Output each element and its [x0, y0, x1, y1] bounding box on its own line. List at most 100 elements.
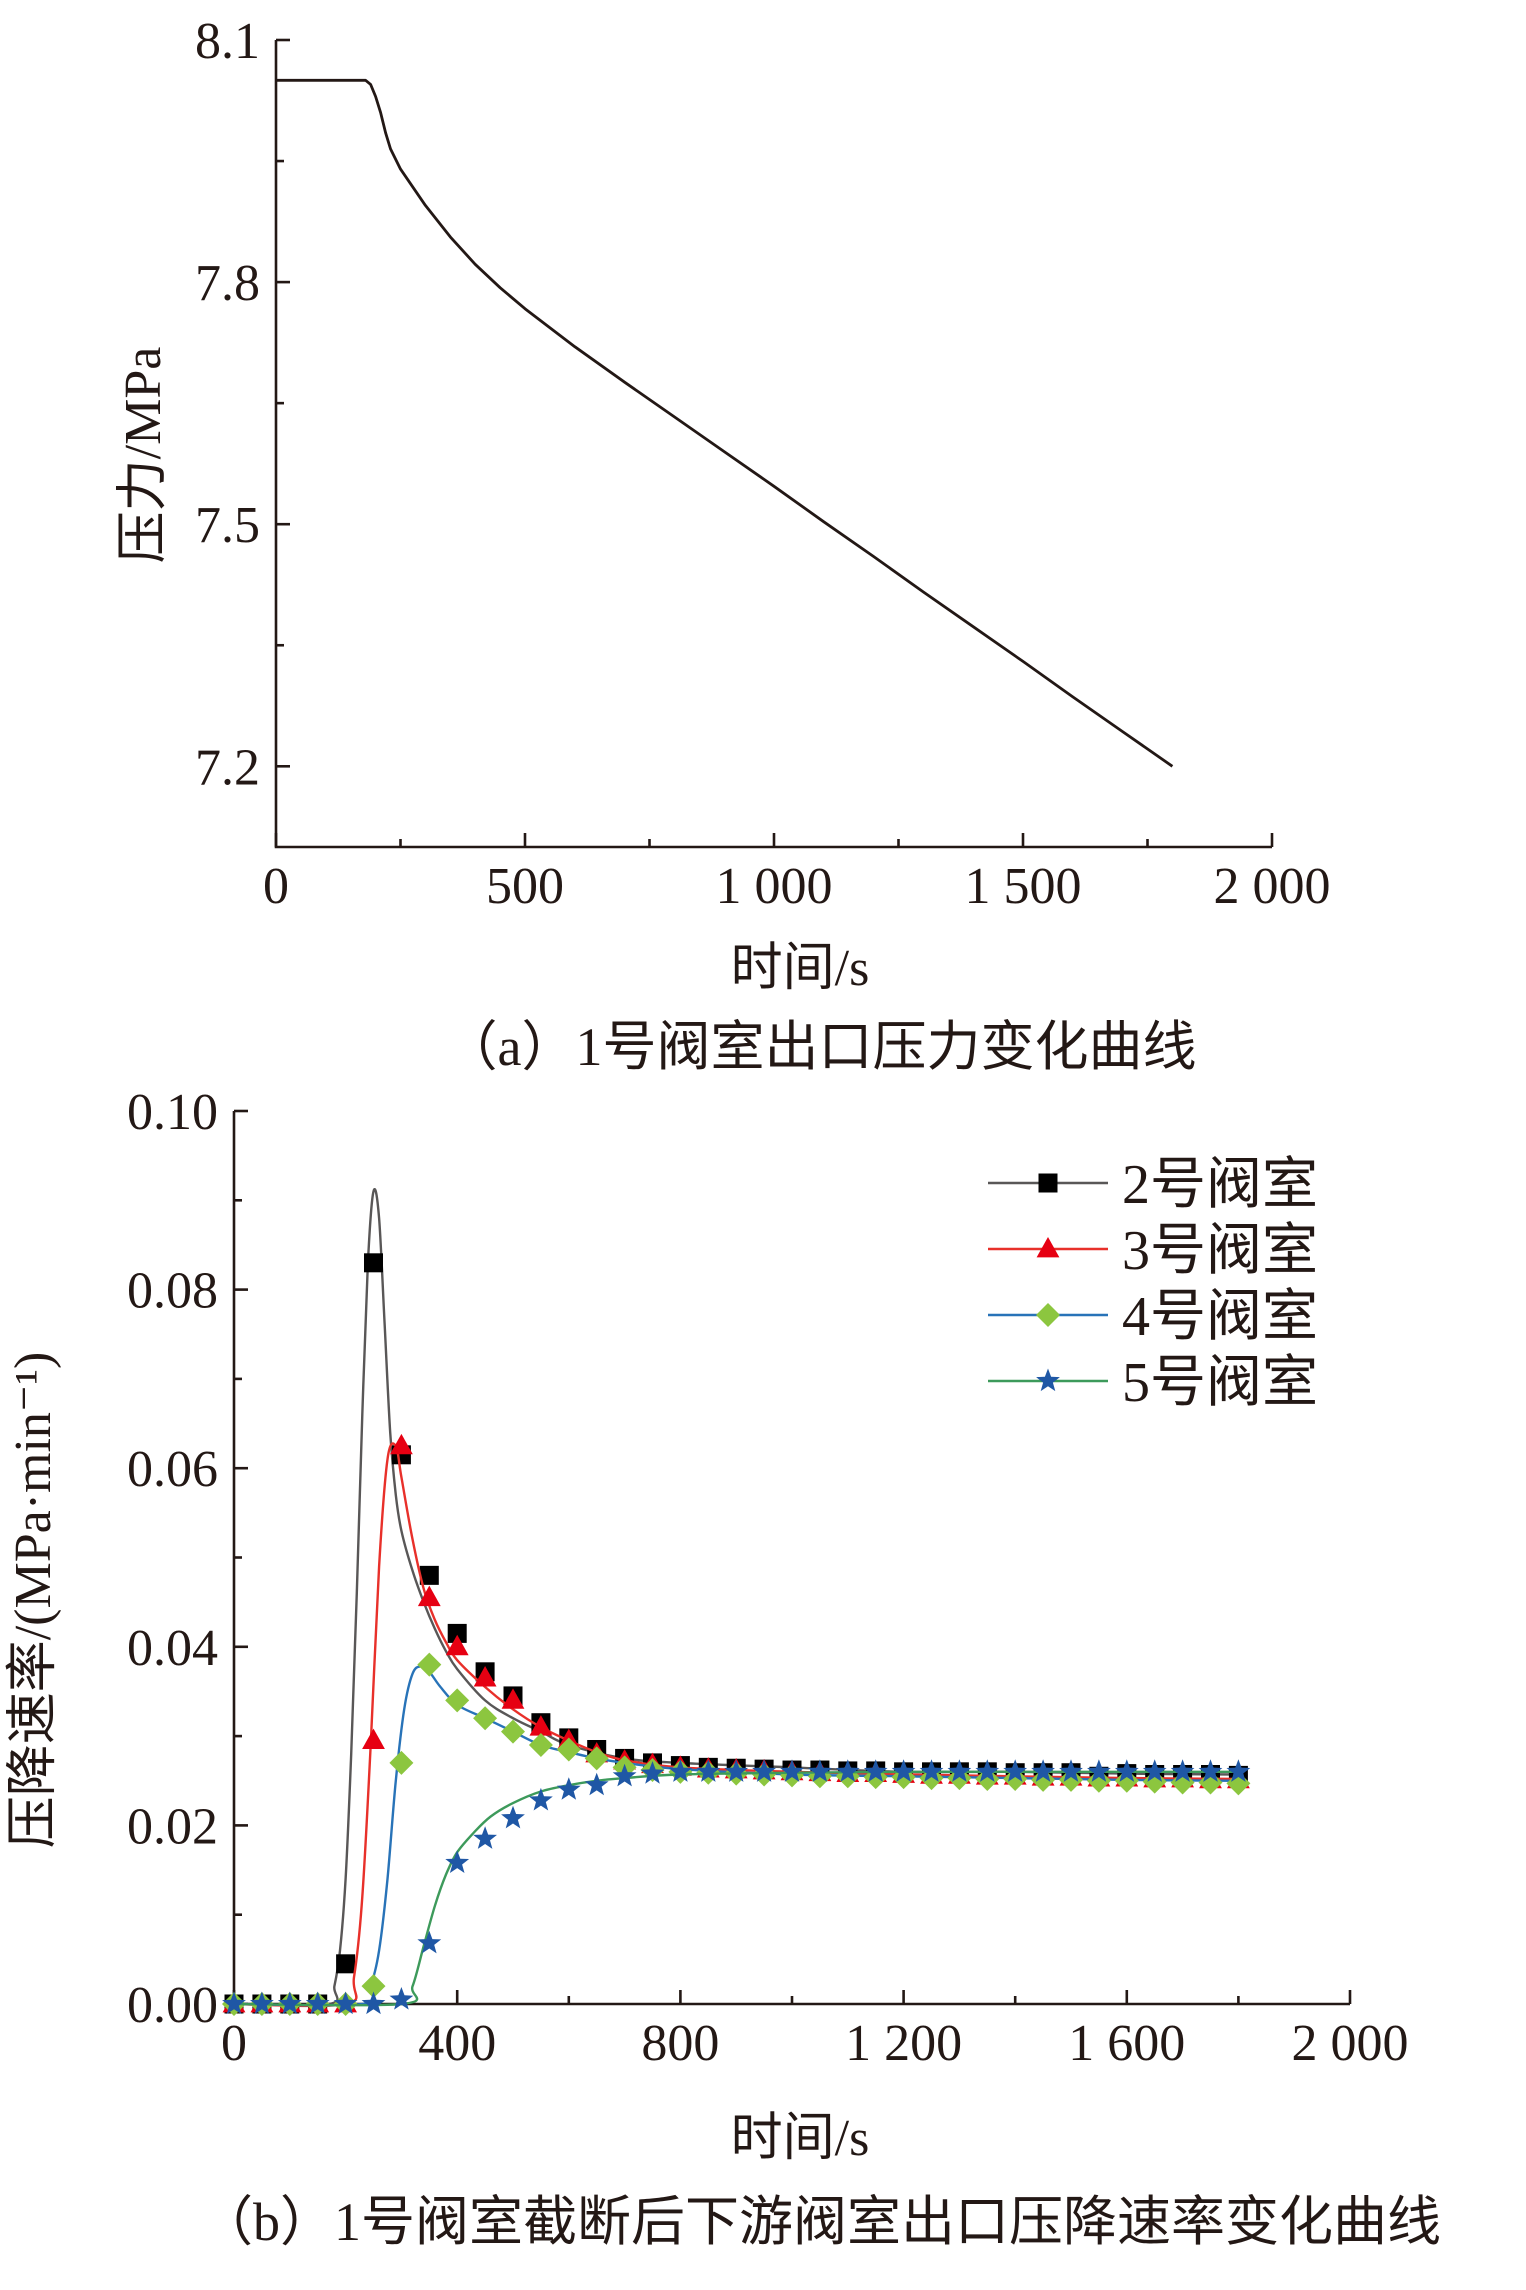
legend-item: 5号阀室 [988, 1352, 1318, 1414]
y-tick-label: 0.10 [127, 1084, 218, 1141]
y-tick-label: 7.8 [195, 255, 260, 312]
series-marker [612, 1763, 637, 1787]
panel-a-axes [274, 40, 1272, 849]
series-marker [556, 1777, 581, 1800]
legend-item: 4号阀室 [988, 1286, 1318, 1348]
series-marker [1198, 1770, 1223, 1795]
series-marker [1003, 1759, 1028, 1782]
series-3 [222, 1433, 1250, 2013]
series-marker [640, 1761, 665, 1784]
series-line [233, 1665, 1239, 2007]
series-marker [584, 1746, 609, 1771]
series-marker [668, 1759, 693, 1782]
series-marker [1086, 1768, 1111, 1793]
series-marker [364, 1253, 383, 1273]
legend-marker [1038, 1173, 1058, 1193]
series-4 [222, 1652, 1251, 2016]
legend-marker [1036, 1303, 1060, 1327]
series-marker [752, 1759, 776, 1782]
legend-marker [1036, 1368, 1060, 1392]
series-marker [919, 1759, 944, 1782]
series-marker [696, 1759, 721, 1782]
series-marker [445, 1634, 469, 1656]
series-marker [333, 1991, 358, 2015]
y-tick-label: 0.08 [127, 1263, 218, 1320]
series-marker [528, 1733, 553, 1758]
series-marker [1114, 1768, 1139, 1793]
series-marker [1031, 1767, 1056, 1792]
panel-b-x-axis-label: 时间/s [731, 2110, 870, 2167]
series-marker [1170, 1770, 1195, 1795]
panel-a-ticks: 0 500 1 000 1 500 2 000 7.2 7.5 7.8 8.1 [195, 13, 1331, 915]
series-marker [835, 1759, 860, 1782]
series-line [233, 1770, 1239, 2007]
series-marker [362, 1728, 385, 1749]
series-marker [1087, 1759, 1111, 1782]
series-line [233, 1442, 1239, 2008]
series-marker [389, 1987, 414, 2010]
legend-label: 2号阀室 [1122, 1154, 1318, 1216]
x-tick-label: 500 [486, 858, 564, 915]
panel-a-y-axis-label: 压力/MPa [115, 347, 172, 564]
y-tick-label: 8.1 [195, 13, 260, 70]
a-axis-lines [274, 40, 1272, 849]
series-marker [584, 1772, 609, 1796]
series-marker [1142, 1769, 1167, 1794]
series-marker [501, 1719, 525, 1744]
series-marker [222, 1991, 246, 2015]
panel-b-plot-area [222, 1188, 1251, 2016]
series-5 [222, 1759, 1251, 2015]
panel-b-caption: （b）1号阀室截断后下游阀室出口压降速率变化曲线 [199, 2192, 1441, 2252]
series-marker [417, 1930, 442, 1954]
legend-marker [1036, 1237, 1060, 1258]
series-marker [305, 1991, 330, 2015]
series-marker [529, 1787, 553, 1811]
x-tick-label: 2 000 [1292, 2015, 1409, 2072]
series-marker [556, 1737, 581, 1762]
series-marker [445, 1688, 470, 1713]
legend-item: 3号阀室 [988, 1220, 1318, 1282]
series-marker [1059, 1759, 1083, 1782]
x-tick-label: 2 000 [1214, 858, 1331, 915]
series-marker [336, 1954, 356, 1974]
x-tick-label: 1 600 [1068, 2015, 1185, 2072]
series-marker [1114, 1759, 1139, 1782]
series-line [233, 1188, 1239, 2007]
y-tick-label: 0.02 [127, 1798, 218, 1855]
panel-a-pressure-chart: 0 500 1 000 1 500 2 000 7.2 7.5 7.8 8.1 时间/s 压力/… [115, 13, 1331, 1077]
x-tick-label: 1 200 [845, 2015, 962, 2072]
series-marker [1226, 1759, 1251, 1782]
series-marker [390, 1433, 413, 1455]
series-marker [863, 1759, 888, 1782]
series-marker [1198, 1759, 1223, 1782]
panel-a-plot-area [276, 78, 1174, 768]
panel-b-y-axis-label: 压降速率/(MPa·min⁻¹) [5, 1352, 62, 1849]
series-marker [780, 1759, 804, 1782]
y-tick-label: 0.04 [127, 1620, 218, 1677]
panel-b-ticks: 0 400 800 1 200 1 600 2 000 0.00 0.02 0.04 0.06 0.… [127, 1084, 1409, 2072]
series-marker [808, 1759, 832, 1782]
series-marker [473, 1666, 497, 1687]
legend-item: 2号阀室 [988, 1154, 1318, 1216]
y-tick-label: 7.5 [195, 497, 260, 554]
series-marker [361, 1974, 386, 1999]
series-marker [277, 1991, 302, 2015]
series-marker [1142, 1759, 1167, 1782]
x-tick-label: 400 [418, 2015, 496, 2072]
pressure-series-line [276, 78, 1174, 768]
series-marker [473, 1826, 497, 1849]
x-tick-label: 0 [221, 2015, 247, 2072]
series-marker [389, 1750, 414, 1775]
series-marker [501, 1805, 525, 1829]
series-marker [947, 1759, 972, 1782]
y-tick-label: 0.06 [127, 1441, 218, 1498]
x-tick-label: 800 [641, 2015, 719, 2072]
series-marker [501, 1688, 525, 1709]
legend-label: 3号阀室 [1122, 1220, 1318, 1282]
series-marker [473, 1706, 498, 1731]
series-marker [724, 1759, 749, 1782]
series-marker [447, 1623, 467, 1643]
